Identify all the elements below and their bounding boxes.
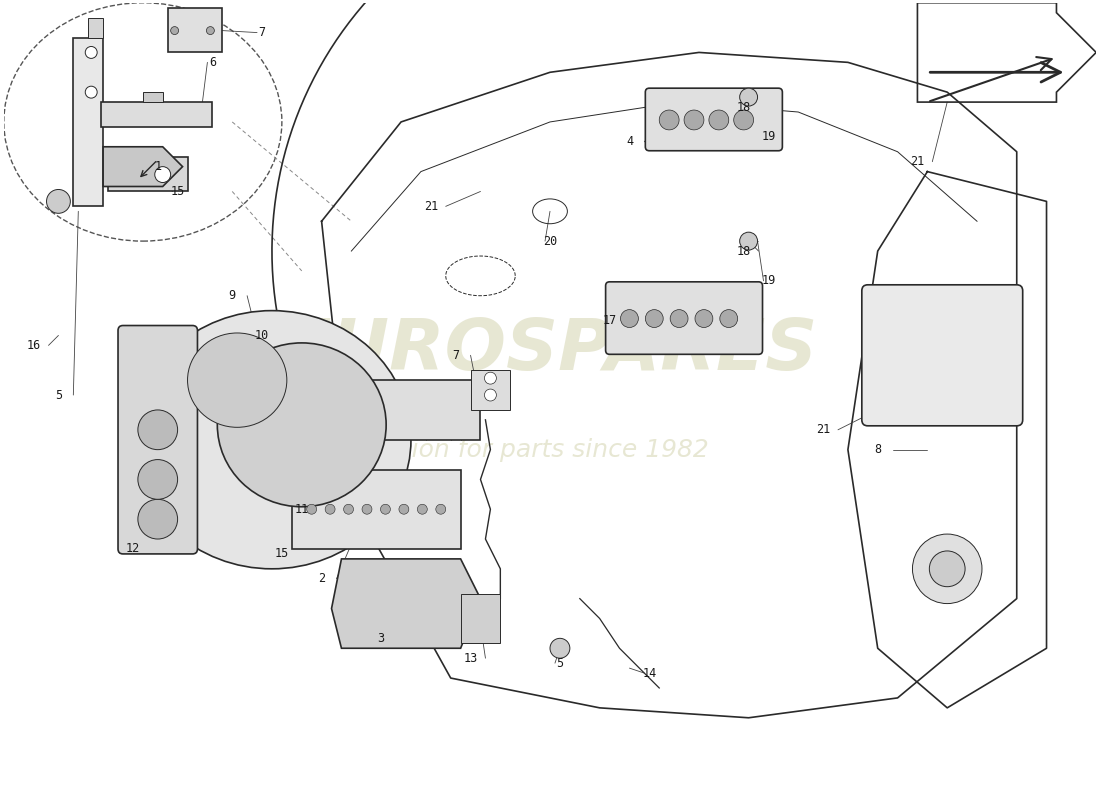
Polygon shape	[101, 102, 212, 127]
Circle shape	[362, 504, 372, 514]
Circle shape	[381, 504, 390, 514]
Circle shape	[326, 504, 336, 514]
Circle shape	[739, 88, 758, 106]
Text: 7: 7	[258, 26, 265, 39]
Text: 17: 17	[603, 314, 617, 327]
Text: 5: 5	[55, 389, 62, 402]
Text: 15: 15	[275, 547, 289, 561]
Text: 21: 21	[816, 423, 831, 436]
Circle shape	[670, 310, 688, 327]
Text: 19: 19	[761, 130, 776, 143]
Polygon shape	[143, 92, 163, 102]
Text: 3: 3	[377, 632, 385, 645]
FancyBboxPatch shape	[292, 470, 461, 549]
Text: 7: 7	[452, 349, 459, 362]
Circle shape	[207, 26, 215, 34]
Circle shape	[684, 110, 704, 130]
Circle shape	[695, 310, 713, 327]
Text: 16: 16	[26, 339, 41, 352]
FancyBboxPatch shape	[861, 285, 1023, 426]
Text: 8: 8	[874, 443, 881, 456]
Polygon shape	[103, 146, 183, 186]
Circle shape	[417, 504, 427, 514]
Circle shape	[739, 232, 758, 250]
FancyBboxPatch shape	[167, 8, 222, 53]
Circle shape	[708, 110, 728, 130]
Text: 1: 1	[154, 160, 162, 173]
Circle shape	[620, 310, 638, 327]
FancyBboxPatch shape	[646, 88, 782, 150]
Circle shape	[550, 638, 570, 658]
Text: 11: 11	[295, 502, 309, 516]
Text: 6: 6	[209, 56, 216, 69]
Text: 4: 4	[626, 135, 632, 148]
Circle shape	[170, 26, 178, 34]
Text: 18: 18	[737, 101, 751, 114]
Ellipse shape	[187, 333, 287, 427]
Text: 2: 2	[318, 572, 326, 586]
Circle shape	[86, 86, 97, 98]
Text: 18: 18	[737, 245, 751, 258]
FancyBboxPatch shape	[461, 594, 500, 643]
Text: 19: 19	[761, 274, 776, 287]
Text: a passion for parts since 1982: a passion for parts since 1982	[331, 438, 710, 462]
FancyArrowPatch shape	[931, 62, 1060, 82]
Circle shape	[46, 190, 70, 214]
Circle shape	[399, 504, 409, 514]
Circle shape	[138, 410, 177, 450]
Text: 21: 21	[424, 200, 438, 213]
Text: EUROSPARES: EUROSPARES	[282, 316, 818, 385]
Circle shape	[719, 310, 738, 327]
Circle shape	[930, 551, 965, 586]
Circle shape	[155, 166, 170, 182]
Circle shape	[734, 110, 754, 130]
Ellipse shape	[133, 310, 411, 569]
Text: 21: 21	[911, 155, 925, 168]
Polygon shape	[108, 157, 187, 191]
Polygon shape	[88, 18, 103, 38]
Circle shape	[138, 499, 177, 539]
Circle shape	[436, 504, 446, 514]
Circle shape	[659, 110, 679, 130]
Text: 5: 5	[557, 657, 563, 670]
Circle shape	[484, 372, 496, 384]
FancyBboxPatch shape	[118, 326, 198, 554]
FancyBboxPatch shape	[606, 282, 762, 354]
Text: 15: 15	[170, 185, 185, 198]
FancyBboxPatch shape	[331, 380, 481, 440]
Text: 14: 14	[642, 666, 657, 679]
Circle shape	[646, 310, 663, 327]
Text: 13: 13	[463, 652, 477, 665]
Text: 9: 9	[229, 290, 235, 302]
Text: 20: 20	[543, 234, 557, 248]
Polygon shape	[471, 370, 510, 410]
Circle shape	[86, 46, 97, 58]
Ellipse shape	[218, 343, 386, 506]
Circle shape	[343, 504, 353, 514]
Circle shape	[913, 534, 982, 603]
Circle shape	[138, 459, 177, 499]
Circle shape	[307, 504, 317, 514]
Circle shape	[484, 389, 496, 401]
Text: 12: 12	[125, 542, 140, 555]
Text: 10: 10	[255, 329, 270, 342]
Polygon shape	[74, 38, 103, 206]
Polygon shape	[331, 559, 481, 648]
